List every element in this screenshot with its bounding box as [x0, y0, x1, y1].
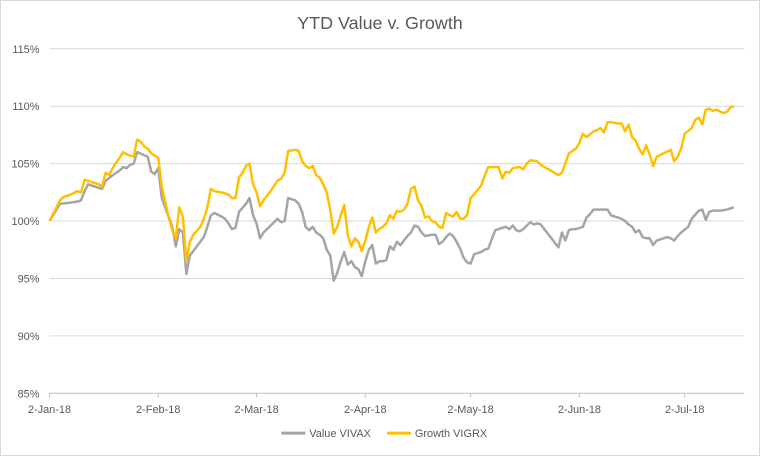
legend-label-value-vivax: Value VIVAX — [309, 428, 371, 440]
gridlines — [49, 48, 745, 394]
y-tick-label: 105% — [12, 159, 40, 171]
x-tick-label: 2-May-18 — [448, 404, 494, 416]
y-axis-tick-labels: 85% 90% 95% 100% 105% 110% 115% — [12, 44, 40, 400]
y-tick-label: 110% — [12, 101, 39, 113]
x-tick-label: 2-Apr-18 — [344, 404, 387, 416]
y-tick-label: 85% — [18, 388, 40, 400]
legend: Value VIVAX Growth VIGRX — [281, 428, 488, 440]
series-line-growth-vigrx — [48, 105, 735, 263]
series-lines — [48, 105, 735, 283]
x-tick-label: 2-Mar-18 — [234, 404, 278, 416]
x-tick-label: 2-Jun-18 — [558, 404, 601, 416]
y-tick-label: 100% — [12, 216, 40, 228]
y-tick-label: 115% — [12, 44, 39, 56]
x-tick-label: 2-Jan-18 — [28, 404, 71, 416]
x-axis-tick-labels: 2-Jan-18 2-Feb-18 2-Mar-18 2-Apr-18 2-May-18… — [28, 393, 705, 416]
y-tick-label: 90% — [18, 331, 40, 343]
x-tick-label: 2-Jul-18 — [665, 404, 705, 416]
chart-title: YTD Value v. Growth — [297, 13, 463, 33]
x-tick-label: 2-Feb-18 — [136, 404, 180, 416]
y-tick-label: 95% — [18, 273, 40, 285]
legend-label-growth-vigrx: Growth VIGRX — [415, 428, 488, 440]
